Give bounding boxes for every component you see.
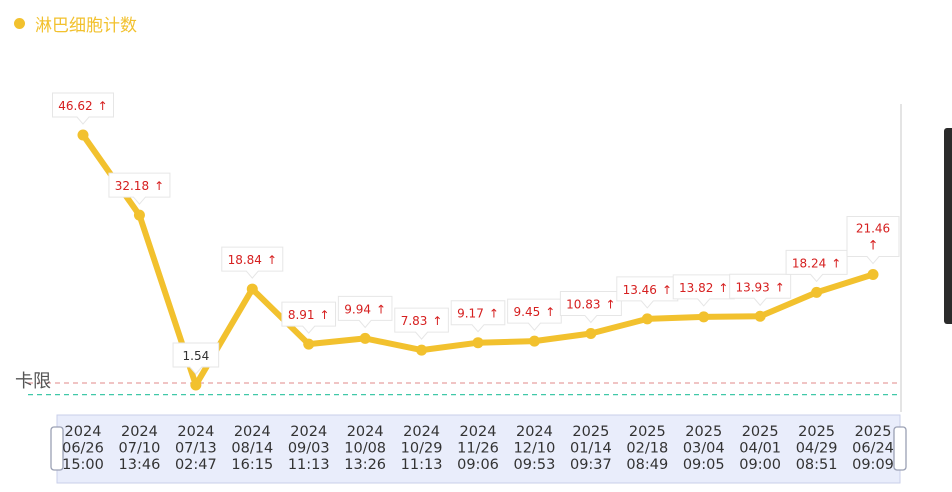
data-label-13: 13.93 ↑: [735, 280, 784, 294]
x-tick-label-2: 2024 07/10 13:46: [119, 424, 161, 473]
data-label-4: 18.84 ↑: [228, 253, 277, 267]
data-label-2: 32.18 ↑: [115, 179, 164, 193]
data-label-box-1: [52, 92, 114, 125]
range-handle-left[interactable]: [50, 426, 64, 471]
data-label-box-7: [394, 307, 449, 340]
data-label-box-2: [108, 172, 171, 205]
data-label-box-15: [846, 216, 900, 265]
data-point-5: [303, 338, 315, 350]
range-handle-right[interactable]: [893, 426, 907, 471]
limit-label: 卡限: [15, 371, 51, 392]
data-label-box-5: [281, 301, 337, 334]
data-point-8: [472, 337, 484, 349]
data-label-14: 18.24 ↑: [792, 256, 841, 270]
data-point-3: [190, 379, 202, 391]
data-label-box-8: [450, 300, 506, 333]
legend-label: 淋巴细胞计数: [35, 15, 137, 36]
data-label-box-13: [729, 273, 792, 307]
data-point-2: [133, 209, 145, 221]
x-tick-label-1: 2024 06/26 15:00: [62, 424, 104, 473]
data-label-box-4: [221, 246, 284, 279]
vertical-scrollbar[interactable]: [944, 128, 952, 324]
data-point-1: [77, 129, 89, 141]
data-point-6: [359, 332, 371, 344]
x-tick-label-6: 2024 10/08 13:26: [344, 424, 386, 473]
x-tick-label-13: 2025 04/01 09:00: [739, 424, 781, 473]
data-label-box-3: [172, 342, 220, 375]
data-point-10: [585, 327, 597, 339]
data-label-15: 21.46: [856, 222, 890, 236]
x-tick-label-3: 2024 07/13 02:47: [175, 424, 217, 473]
data-point-11: [641, 313, 653, 325]
data-point-9: [528, 335, 540, 347]
x-tick-label-4: 2024 08/14 16:15: [231, 424, 273, 473]
legend-marker: [14, 17, 25, 29]
data-point-4: [246, 283, 258, 295]
chart-legend[interactable]: 淋巴细胞计数: [14, 12, 137, 36]
data-label-9: 9.45 ↑: [514, 305, 556, 319]
data-label-1: 46.62 ↑: [58, 99, 107, 113]
data-label-5: 8.91 ↑: [288, 308, 330, 322]
data-point-15: [867, 269, 879, 281]
x-tick-label-15: 2025 06/24 09:09: [852, 424, 894, 473]
data-label-8: 9.17 ↑: [457, 307, 499, 321]
x-axis-band: [56, 414, 901, 484]
data-label-3: 1.54: [183, 349, 210, 363]
data-label-12: 13.82 ↑: [679, 281, 728, 295]
data-label-7: 7.83 ↑: [401, 314, 443, 328]
x-tick-label-14: 2025 04/29 08:51: [796, 424, 838, 473]
x-tick-label-11: 2025 02/18 08:49: [626, 424, 668, 473]
x-tick-label-12: 2025 03/04 09:05: [683, 424, 725, 473]
x-tick-label-5: 2024 09/03 11:13: [288, 424, 330, 473]
data-label-10: 10.83 ↑: [566, 297, 615, 311]
data-label-11: 13.46 ↑: [623, 283, 672, 297]
data-point-12: [698, 311, 710, 323]
x-tick-label-9: 2024 12/10 09:53: [514, 424, 556, 473]
x-tick-label-7: 2024 10/29 11:13: [401, 424, 443, 473]
data-point-14: [811, 286, 823, 298]
data-point-7: [416, 344, 428, 356]
x-tick-label-8: 2024 11/26 09:06: [457, 424, 499, 473]
x-tick-label-10: 2025 01/14 09:37: [570, 424, 612, 473]
data-label-box-6: [337, 295, 393, 329]
data-label-6: 9.94 ↑: [344, 302, 386, 316]
data-point-13: [754, 310, 766, 322]
data-flag-15: ↑: [868, 239, 879, 254]
